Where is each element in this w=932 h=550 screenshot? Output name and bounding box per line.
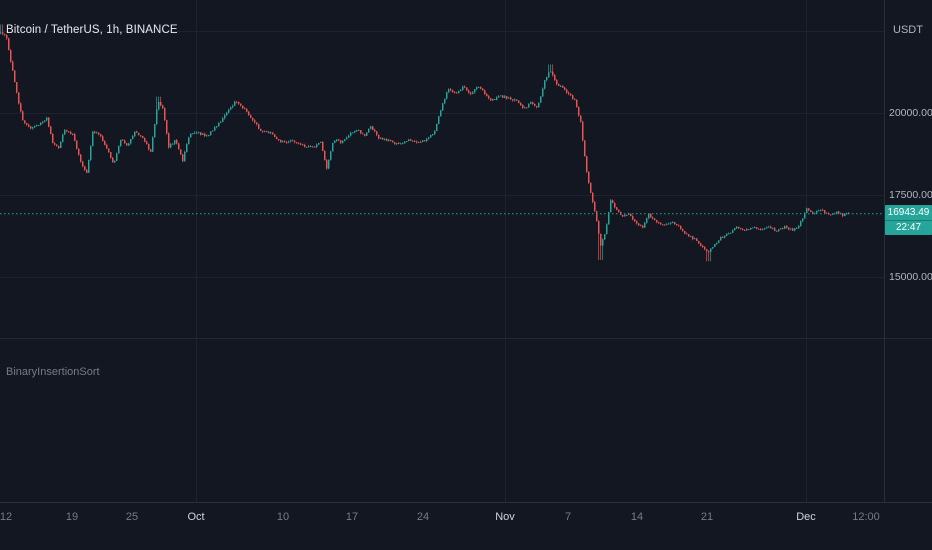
time-tick: 21 bbox=[700, 511, 714, 523]
time-axis[interactable]: 12 19 25 Oct 10 17 24 Nov 7 14 21 Dec 12:00 bbox=[0, 502, 932, 550]
time-tick-month: Dec bbox=[796, 511, 816, 523]
time-tick: 25 bbox=[125, 511, 139, 523]
last-price-value: 16943.49 bbox=[887, 207, 930, 218]
quote-currency-label: USDT bbox=[893, 24, 923, 36]
time-tick-month: Oct bbox=[187, 511, 205, 523]
symbol-title[interactable]: Bitcoin / TetherUS, 1h, BINANCE bbox=[6, 24, 178, 36]
time-tick: 19 bbox=[65, 511, 79, 523]
price-tick: 17500.00 bbox=[889, 189, 932, 201]
time-tick: 12:00 bbox=[852, 511, 880, 523]
last-price-badge: 16943.49 22:47 bbox=[885, 205, 932, 235]
bar-countdown: 22:47 bbox=[885, 220, 932, 235]
time-tick: 12 bbox=[0, 511, 13, 523]
price-axis[interactable]: USDT 20000.00 17500.00 15000.00 bbox=[884, 0, 932, 502]
time-tick: 14 bbox=[630, 511, 644, 523]
time-tick: 10 bbox=[276, 511, 290, 523]
time-tick: 7 bbox=[564, 511, 572, 523]
pane-separator[interactable] bbox=[0, 338, 932, 339]
price-tick: 20000.00 bbox=[889, 107, 932, 119]
time-tick-month: Nov bbox=[495, 511, 515, 523]
indicator-label[interactable]: BinaryInsertionSort bbox=[6, 366, 100, 378]
time-tick: 17 bbox=[345, 511, 359, 523]
time-tick: 24 bbox=[416, 511, 430, 523]
price-tick: 15000.00 bbox=[889, 271, 932, 283]
